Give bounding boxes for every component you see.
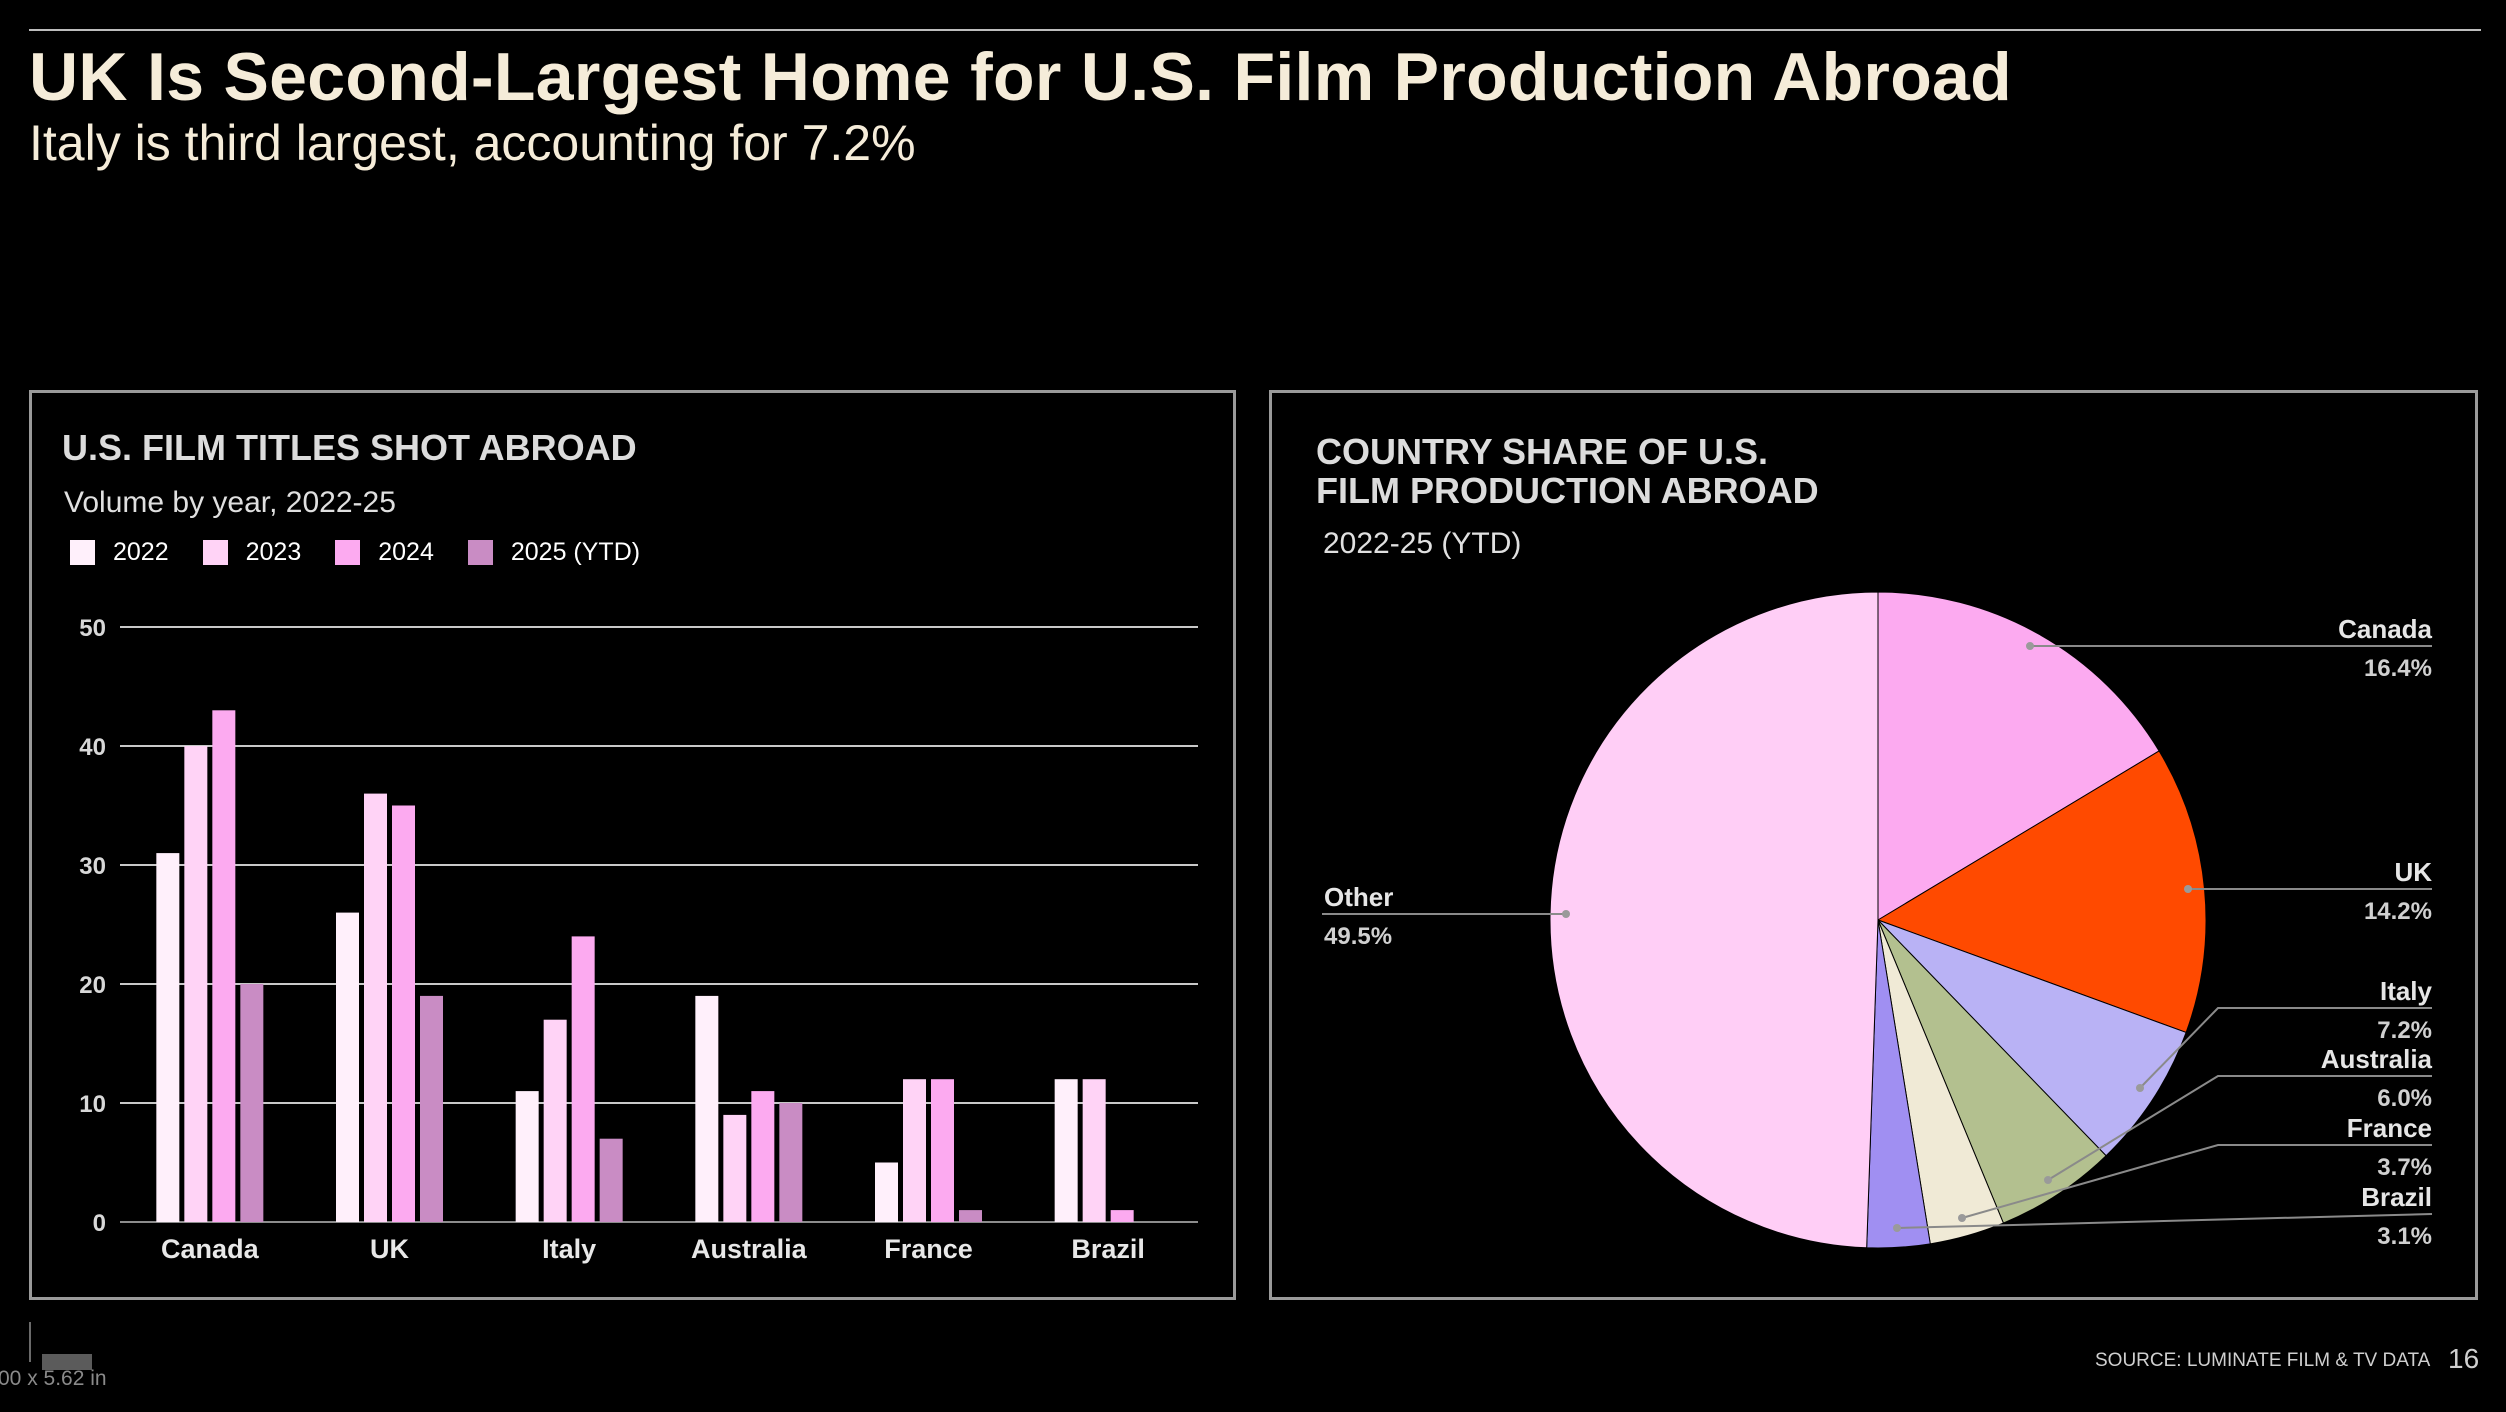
bar bbox=[240, 984, 264, 1222]
legend-item: 2022 bbox=[70, 538, 169, 567]
bar bbox=[959, 1210, 982, 1222]
pie-slice bbox=[1549, 591, 1879, 1249]
slide-title: UK Is Second-Largest Home for U.S. Film … bbox=[29, 39, 2012, 115]
pie-value-label: 14.2% bbox=[2364, 898, 2432, 925]
pie-value-label: 3.1% bbox=[2377, 1223, 2432, 1250]
bar bbox=[184, 746, 208, 1222]
leader-dot bbox=[1562, 910, 1570, 918]
legend-item: 2023 bbox=[202, 538, 302, 567]
pie-value-label: 49.5% bbox=[1324, 923, 1392, 950]
dimension-marker bbox=[42, 1354, 92, 1370]
legend-label: 2023 bbox=[245, 538, 302, 566]
legend-swatch bbox=[202, 540, 228, 565]
bar bbox=[1082, 1079, 1106, 1222]
y-tick-label: 40 bbox=[79, 734, 106, 761]
bar bbox=[364, 793, 387, 1222]
y-tick-label: 0 bbox=[93, 1210, 106, 1237]
dimension-marker-line bbox=[29, 1322, 31, 1362]
x-tick-label: Canada bbox=[161, 1234, 260, 1264]
bar bbox=[543, 1019, 567, 1222]
bar bbox=[156, 853, 180, 1222]
dimension-label: 00 x 5.62 in bbox=[0, 1367, 107, 1390]
leader-line bbox=[1896, 1213, 2433, 1229]
bar bbox=[723, 1114, 747, 1222]
x-tick-label: Brazil bbox=[1071, 1234, 1145, 1264]
bar-chart-legend: 2022 2023 2024 2025 (YTD) bbox=[70, 538, 674, 567]
pie-slice bbox=[1877, 919, 2187, 1157]
legend-label: 2025 (YTD) bbox=[510, 538, 641, 566]
pie-value-label: 16.4% bbox=[2364, 655, 2432, 682]
x-tick-label: Australia bbox=[691, 1234, 808, 1264]
bar bbox=[695, 995, 719, 1222]
legend-label: 2024 bbox=[378, 538, 434, 566]
slide-subtitle: Italy is third largest, accounting for 7… bbox=[29, 115, 916, 171]
bar bbox=[420, 995, 443, 1222]
bar bbox=[336, 912, 359, 1222]
bar bbox=[571, 936, 595, 1222]
pie-value-label: 6.0% bbox=[2377, 1085, 2432, 1112]
bar bbox=[515, 1091, 539, 1222]
pie-value-label: 3.7% bbox=[2377, 1154, 2432, 1181]
bar bbox=[903, 1079, 926, 1222]
bar bbox=[751, 1091, 775, 1222]
x-tick-label: Italy bbox=[542, 1234, 596, 1264]
pie-chart-title-line2: FILM PRODUCTION ABROAD bbox=[1316, 470, 1819, 511]
leader-dot bbox=[2044, 1176, 2052, 1184]
leader-dot bbox=[2026, 642, 2034, 650]
leader-dot bbox=[1958, 1214, 1966, 1222]
pie-slice bbox=[1877, 591, 2160, 921]
x-tick-label: France bbox=[884, 1234, 973, 1264]
legend-item: 2024 bbox=[335, 538, 434, 567]
leader-line bbox=[2139, 1007, 2432, 1089]
bar bbox=[779, 1103, 803, 1222]
pie-label: Brazil bbox=[2361, 1182, 2432, 1212]
leader-dot bbox=[2184, 885, 2192, 893]
bar-chart-title: U.S. FILM TITLES SHOT ABROAD bbox=[62, 427, 637, 468]
top-rule bbox=[29, 29, 2481, 31]
legend-swatch bbox=[467, 540, 493, 565]
legend-label: 2022 bbox=[113, 538, 169, 566]
bar bbox=[1110, 1210, 1134, 1222]
pie-value-label: 7.2% bbox=[2377, 1017, 2432, 1044]
pie-chart-subtitle: 2022-25 (YTD) bbox=[1323, 527, 1522, 560]
bar bbox=[875, 1162, 898, 1222]
leader-line bbox=[1961, 1144, 2432, 1219]
bar-chart-panel bbox=[29, 390, 1236, 1300]
leader-line bbox=[2047, 1075, 2432, 1181]
pie-slice bbox=[1877, 919, 2107, 1224]
y-tick-label: 50 bbox=[79, 615, 106, 642]
leader-dot bbox=[2136, 1084, 2144, 1092]
bar bbox=[931, 1079, 954, 1222]
leader-dot bbox=[1893, 1224, 1901, 1232]
legend-swatch bbox=[335, 540, 361, 565]
pie-label: Australia bbox=[2321, 1044, 2433, 1074]
pie-label: UK bbox=[2394, 857, 2432, 887]
source-note: SOURCE: LUMINATE FILM & TV DATA bbox=[2095, 1350, 2431, 1371]
bar bbox=[392, 805, 415, 1222]
y-tick-label: 10 bbox=[79, 1091, 106, 1118]
pie-label: Other bbox=[1324, 882, 1393, 912]
bar bbox=[1054, 1079, 1078, 1222]
x-tick-label: UK bbox=[370, 1234, 409, 1264]
y-tick-label: 20 bbox=[79, 972, 106, 999]
pie-label: France bbox=[2347, 1113, 2432, 1143]
bar bbox=[212, 710, 236, 1222]
y-tick-label: 30 bbox=[79, 853, 106, 880]
page-number: 16 bbox=[2448, 1343, 2480, 1374]
bar bbox=[599, 1138, 623, 1222]
pie-chart-title-line1: COUNTRY SHARE OF U.S. bbox=[1316, 431, 1769, 472]
legend-swatch bbox=[70, 540, 95, 565]
pie-label: Italy bbox=[2380, 976, 2433, 1006]
pie-chart-panel bbox=[1269, 390, 2478, 1300]
legend-item: 2025 (YTD) bbox=[467, 538, 641, 567]
bar-chart-subtitle: Volume by year, 2022-25 bbox=[64, 486, 396, 519]
pie-label: Canada bbox=[2338, 614, 2432, 644]
